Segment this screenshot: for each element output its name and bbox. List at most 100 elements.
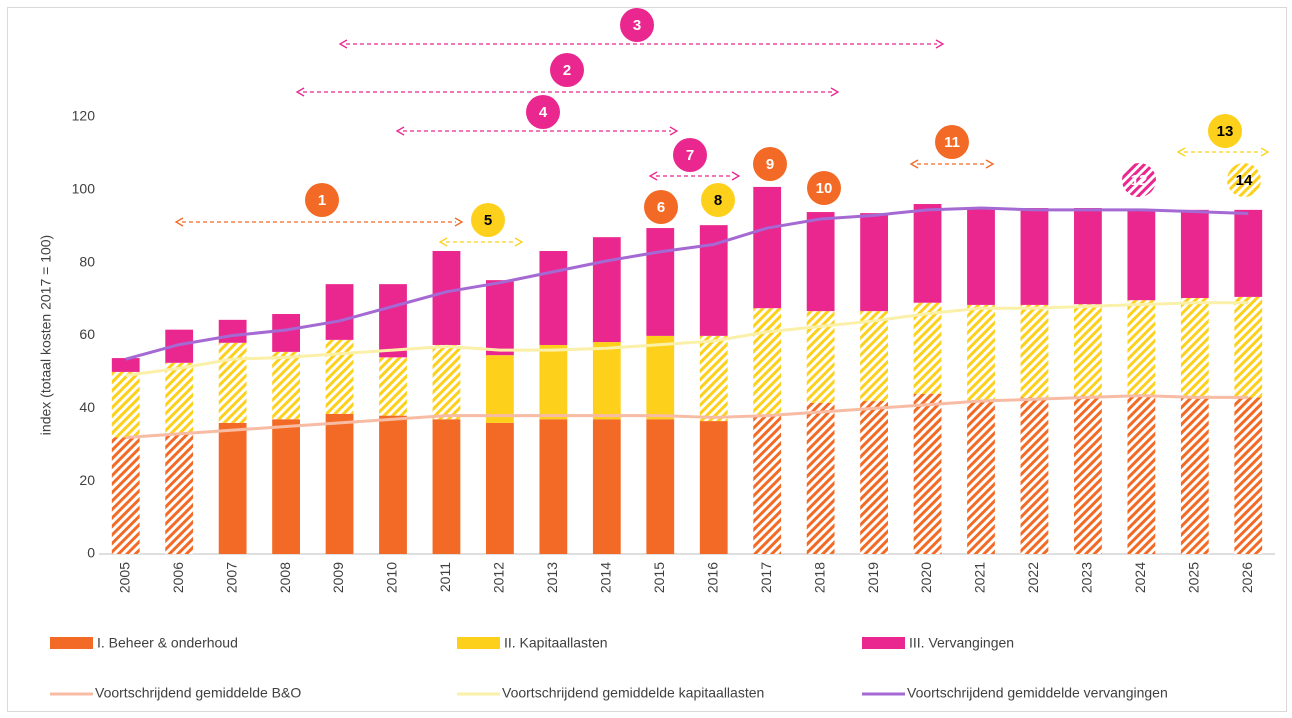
x-tick-label: 2015 bbox=[651, 562, 667, 593]
bar-segment bbox=[1074, 304, 1102, 396]
bar-segment bbox=[806, 212, 835, 312]
legend-label: Voortschrijdend gemiddelde B&O bbox=[95, 685, 301, 701]
x-tick-label: 2012 bbox=[491, 562, 507, 593]
bar-segment bbox=[860, 213, 888, 312]
annotation-label: 11 bbox=[944, 134, 960, 151]
x-tick-label: 2008 bbox=[277, 562, 293, 593]
bar-segment bbox=[165, 433, 194, 554]
arrow-head bbox=[454, 217, 464, 227]
annotation-label: 6 bbox=[657, 199, 665, 216]
annotation-label: 9 bbox=[766, 156, 774, 173]
bar-segment bbox=[486, 355, 514, 423]
legend-label: Voortschrijdend gemiddelde kapitaallaste… bbox=[502, 685, 764, 701]
annotation-label: 12 bbox=[1131, 172, 1148, 189]
arrow-head bbox=[985, 159, 995, 169]
bar-segment bbox=[860, 311, 888, 402]
x-tick-label: 2006 bbox=[170, 562, 186, 593]
bar-segment bbox=[1234, 296, 1263, 398]
bar-segment bbox=[218, 319, 247, 343]
bar-segment bbox=[432, 251, 461, 345]
annotation-label: 8 bbox=[714, 192, 722, 209]
annotation-label: 10 bbox=[816, 180, 833, 197]
y-tick-label: 20 bbox=[79, 472, 95, 488]
annotation-marker bbox=[807, 171, 841, 205]
bar-segment bbox=[592, 237, 621, 343]
annotation-marker bbox=[644, 190, 678, 224]
arrow-head bbox=[830, 87, 840, 97]
annotation-marker bbox=[620, 8, 654, 42]
bar-segment bbox=[486, 280, 514, 356]
annotation-label: 5 bbox=[484, 212, 492, 229]
bar-segment bbox=[913, 393, 942, 554]
arrow-head bbox=[174, 217, 184, 227]
annotation-marker bbox=[935, 125, 969, 159]
bar-segment bbox=[218, 342, 247, 423]
y-tick-label: 100 bbox=[72, 181, 96, 197]
x-tick-label: 2020 bbox=[918, 562, 934, 593]
annotation-marker bbox=[1122, 163, 1156, 197]
arrow-head bbox=[1176, 147, 1186, 157]
y-tick-label: 40 bbox=[79, 399, 95, 415]
arrow-head bbox=[935, 39, 945, 49]
bar-segment bbox=[379, 415, 407, 554]
x-tick-label: 2016 bbox=[704, 562, 720, 593]
arrow-head bbox=[731, 171, 741, 181]
bar-segment bbox=[218, 422, 247, 554]
legend-label: Voortschrijdend gemiddelde vervangingen bbox=[907, 685, 1168, 701]
x-tick-label: 2019 bbox=[865, 562, 881, 593]
x-tick-label: 2010 bbox=[384, 562, 400, 593]
bar-segment bbox=[272, 351, 300, 420]
legend-label: III. Vervangingen bbox=[909, 635, 1014, 651]
bar-segment bbox=[913, 302, 942, 394]
bar-segment bbox=[539, 251, 568, 345]
x-tick-label: 2013 bbox=[544, 562, 560, 593]
moving-average-line bbox=[125, 394, 1249, 439]
legend-label: II. Kapitaallasten bbox=[504, 635, 608, 651]
annotation-label: 1 bbox=[318, 192, 326, 209]
x-tick-label: 2023 bbox=[1079, 562, 1095, 593]
bar-segment bbox=[1020, 397, 1049, 554]
bar-segment bbox=[646, 228, 675, 336]
bar-segment bbox=[967, 304, 995, 402]
bar-segment bbox=[699, 335, 728, 422]
legend-swatch bbox=[862, 637, 905, 649]
y-tick-label: 0 bbox=[87, 545, 95, 561]
bar-segment bbox=[646, 419, 675, 554]
x-tick-label: 2009 bbox=[330, 562, 346, 593]
arrow-head bbox=[648, 171, 658, 181]
moving-average-line bbox=[125, 206, 1249, 361]
annotation-marker bbox=[701, 183, 735, 217]
annotation-marker bbox=[1208, 114, 1242, 148]
bar-segment bbox=[111, 358, 140, 372]
bar-segment bbox=[1127, 300, 1156, 396]
bar-segment bbox=[1234, 209, 1263, 297]
bar-segment bbox=[1020, 304, 1049, 398]
bar-segment bbox=[272, 314, 300, 352]
bar-segment bbox=[1074, 395, 1102, 554]
annotation-marker bbox=[753, 147, 787, 181]
annotation-marker bbox=[471, 203, 505, 237]
bar-segment bbox=[592, 419, 621, 554]
legend-swatch bbox=[50, 637, 93, 649]
bar-segment bbox=[913, 204, 942, 303]
arrow-head bbox=[514, 237, 524, 247]
moving-average-line bbox=[125, 301, 1249, 378]
arrow-head bbox=[438, 237, 448, 247]
bar-segment bbox=[1180, 297, 1209, 398]
y-tick-label: 120 bbox=[72, 108, 96, 124]
bar-segment bbox=[486, 422, 514, 554]
annotation-label: 2 bbox=[563, 62, 571, 79]
annotation-marker bbox=[550, 53, 584, 87]
y-tick-label: 60 bbox=[79, 326, 95, 342]
x-tick-label: 2021 bbox=[972, 562, 988, 593]
bar-segment bbox=[1180, 397, 1209, 554]
bar-segment bbox=[1074, 208, 1102, 305]
y-axis-label: index (totaal kosten 2017 = 100) bbox=[38, 235, 54, 435]
bar-segment bbox=[111, 371, 140, 438]
arrow-head bbox=[1260, 147, 1270, 157]
x-tick-label: 2022 bbox=[1025, 562, 1041, 593]
x-tick-label: 2026 bbox=[1239, 562, 1255, 593]
bar-segment bbox=[325, 339, 354, 414]
bar-segment bbox=[753, 186, 782, 309]
bar-segment bbox=[1234, 397, 1263, 554]
